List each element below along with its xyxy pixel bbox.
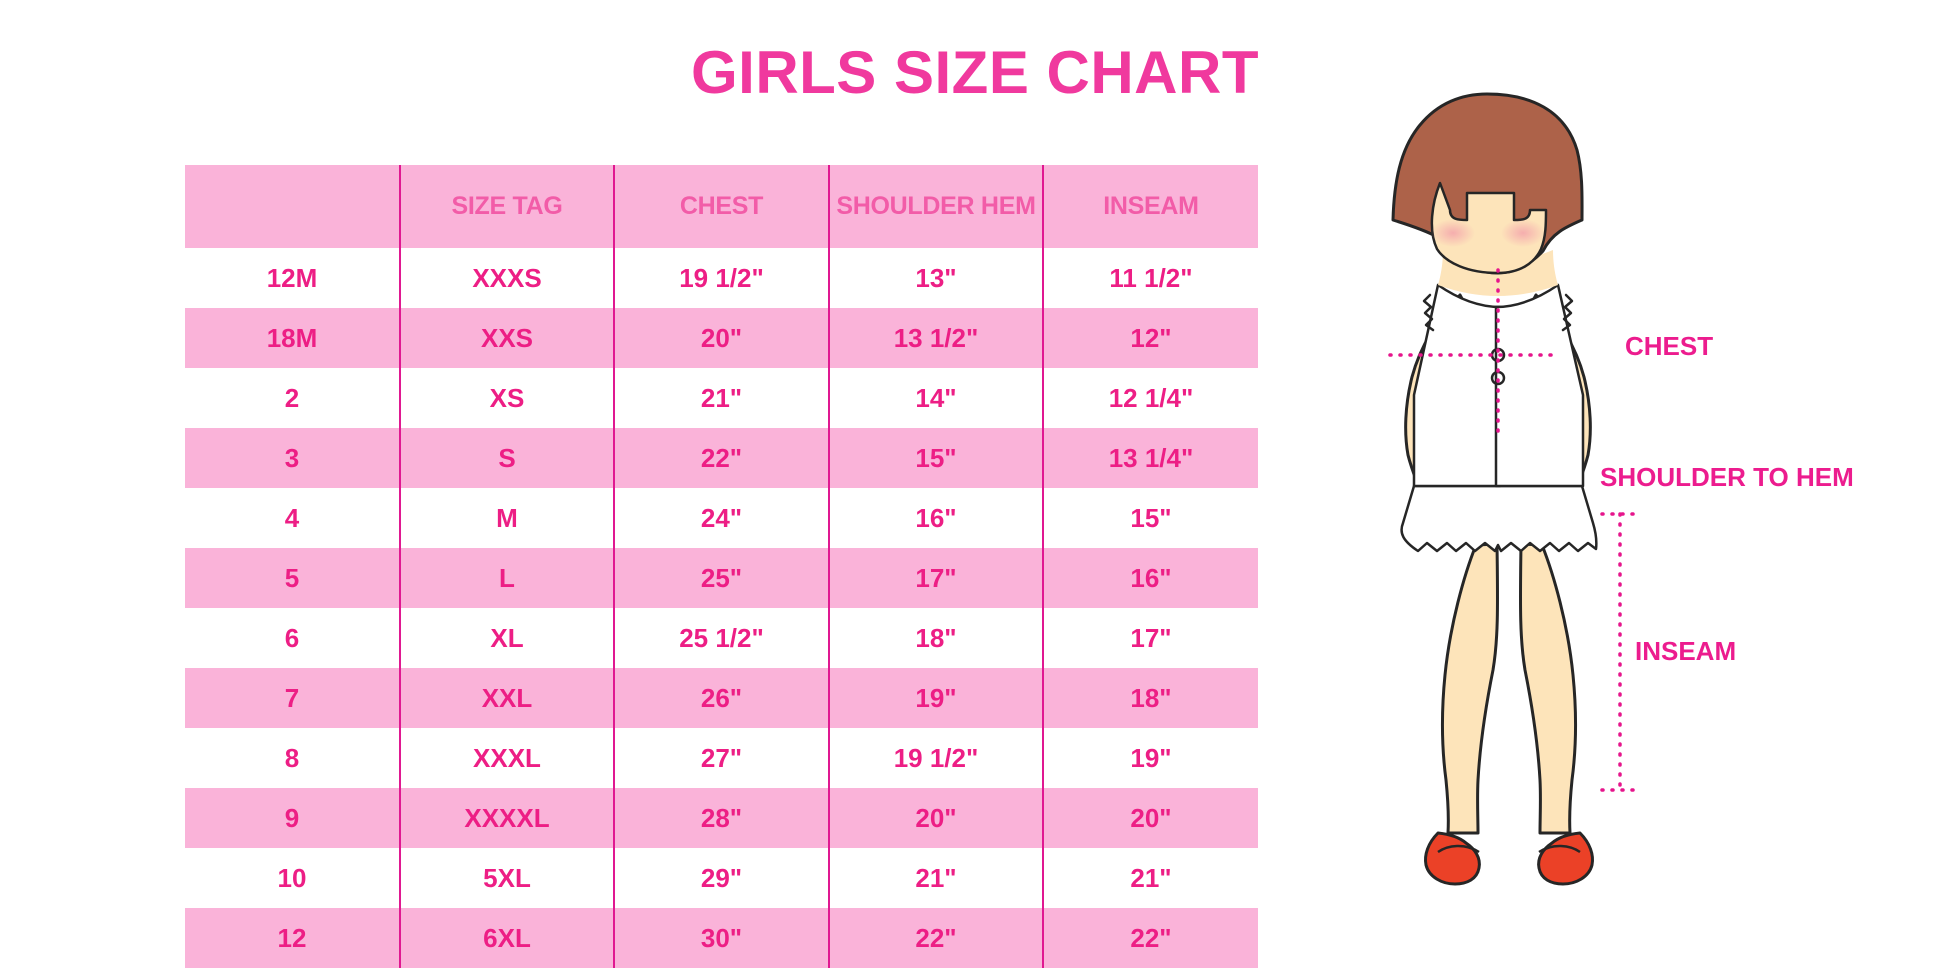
svg-text:SHOULDER TO HEM: SHOULDER TO HEM [1600, 462, 1854, 492]
svg-text:CHEST: CHEST [1625, 331, 1713, 361]
svg-text:INSEAM: INSEAM [1635, 636, 1736, 666]
